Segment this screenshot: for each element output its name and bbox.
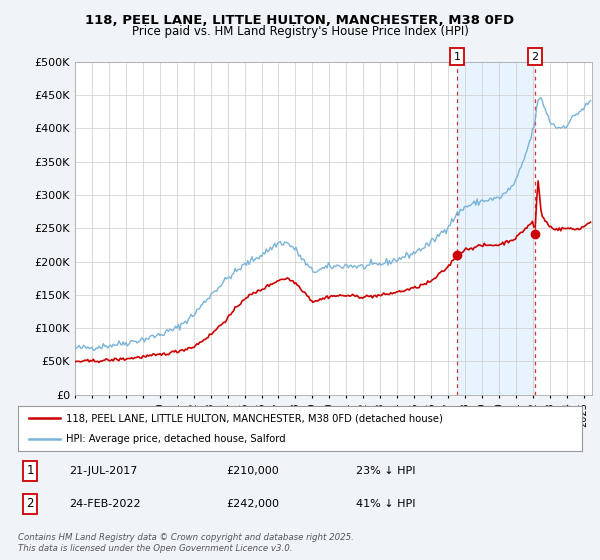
Text: 1: 1	[454, 52, 461, 62]
Bar	[457, 62, 535, 395]
Text: 2: 2	[26, 497, 34, 510]
Text: HPI: Average price, detached house, Salford: HPI: Average price, detached house, Salf…	[66, 433, 286, 444]
Text: Price paid vs. HM Land Registry's House Price Index (HPI): Price paid vs. HM Land Registry's House …	[131, 25, 469, 38]
Text: Contains HM Land Registry data © Crown copyright and database right 2025.
This d: Contains HM Land Registry data © Crown c…	[18, 533, 354, 553]
Text: 118, PEEL LANE, LITTLE HULTON, MANCHESTER, M38 0FD: 118, PEEL LANE, LITTLE HULTON, MANCHESTE…	[85, 14, 515, 27]
Text: 2: 2	[532, 52, 538, 62]
Text: 1: 1	[26, 464, 34, 478]
Text: £242,000: £242,000	[227, 499, 280, 508]
Text: £210,000: £210,000	[227, 466, 280, 476]
Text: 24-FEB-2022: 24-FEB-2022	[69, 499, 140, 508]
Text: 41% ↓ HPI: 41% ↓ HPI	[356, 499, 416, 508]
Text: 21-JUL-2017: 21-JUL-2017	[69, 466, 137, 476]
Text: 118, PEEL LANE, LITTLE HULTON, MANCHESTER, M38 0FD (detached house): 118, PEEL LANE, LITTLE HULTON, MANCHESTE…	[66, 413, 443, 423]
Text: 23% ↓ HPI: 23% ↓ HPI	[356, 466, 416, 476]
